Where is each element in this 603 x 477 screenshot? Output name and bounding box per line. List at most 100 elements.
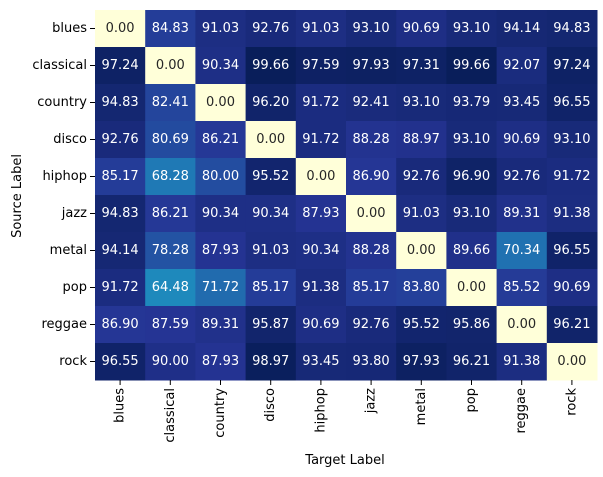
cell-value-label: 0.00 [507, 317, 536, 332]
heatmap-cell [446, 306, 498, 344]
cell-value-label: 90.69 [403, 21, 440, 36]
cell-value-label: 86.90 [352, 169, 389, 184]
heatmap-cell [245, 84, 297, 122]
cell-value-label: 86.21 [202, 132, 239, 147]
y-tick-label: hiphop [42, 169, 87, 184]
heatmap-cell [95, 84, 146, 122]
cell-value-label: 93.45 [302, 354, 339, 369]
cell-value-label: 98.97 [252, 354, 289, 369]
cell-value-label: 95.52 [252, 169, 289, 184]
heatmap-cell [295, 195, 347, 233]
heatmap-cell [195, 158, 247, 196]
heatmap-cell [496, 269, 548, 307]
x-tick-label: pop [464, 388, 479, 412]
cell-value-label: 0.00 [557, 354, 586, 369]
heatmap-cell [446, 269, 498, 307]
cell-value-label: 82.41 [152, 95, 189, 110]
cell-value-label: 80.00 [202, 169, 239, 184]
heatmap-cell [396, 121, 447, 159]
heatmap-cell [245, 343, 297, 381]
heatmap-cell [95, 158, 146, 196]
cell-value-label: 87.93 [302, 206, 339, 221]
cell-value-label: 96.20 [252, 95, 289, 110]
heatmap-cell [245, 195, 297, 233]
heatmap-cell [546, 232, 598, 270]
heatmap-cell [396, 10, 447, 48]
heatmap-cell [195, 121, 247, 159]
heatmap-cell [95, 121, 146, 159]
heatmap-cell [396, 232, 447, 270]
heatmap-cell [145, 121, 196, 159]
cell-value-label: 99.66 [252, 58, 289, 73]
cell-value-label: 90.34 [302, 243, 339, 258]
cell-value-label: 0.00 [106, 21, 135, 36]
heatmap-cell [546, 269, 598, 307]
heatmap-cell [295, 47, 347, 85]
heatmap-cell [496, 232, 548, 270]
cell-value-label: 0.00 [156, 58, 185, 73]
heatmap-cell [245, 121, 297, 159]
cell-value-label: 97.59 [302, 58, 339, 73]
heatmap-cell [295, 269, 347, 307]
heatmap-cell [546, 306, 598, 344]
heatmap-cell [95, 343, 146, 381]
x-tick-label: metal [414, 388, 429, 425]
cell-value-label: 91.38 [302, 280, 339, 295]
heatmap-cell [446, 343, 498, 381]
cell-value-label: 93.10 [453, 206, 490, 221]
cell-value-label: 96.21 [453, 354, 490, 369]
heatmap-cell [346, 195, 397, 233]
cell-value-label: 92.41 [352, 95, 389, 110]
heatmap-cell [346, 121, 397, 159]
cell-value-label: 93.10 [553, 132, 590, 147]
cell-value-label: 91.03 [202, 21, 239, 36]
heatmap-cell [496, 306, 548, 344]
heatmap-cell [145, 195, 196, 233]
heatmap-cell [446, 47, 498, 85]
x-tick-label: country [213, 388, 228, 438]
heatmap-cell [346, 232, 397, 270]
y-tick-label: metal [50, 243, 87, 258]
heatmap-cell [145, 47, 196, 85]
cell-value-label: 86.90 [101, 317, 138, 332]
cell-value-label: 91.38 [503, 354, 540, 369]
heatmap-cell [195, 195, 247, 233]
heatmap-cell [145, 158, 196, 196]
cell-value-label: 92.76 [252, 21, 289, 36]
heatmap-cell [95, 10, 146, 48]
cell-value-label: 91.72 [553, 169, 590, 184]
cell-value-label: 91.72 [302, 132, 339, 147]
heatmap-cell [346, 47, 397, 85]
x-tick-label: jazz [364, 388, 379, 414]
cell-value-label: 87.59 [152, 317, 189, 332]
heatmap-cells: 0.00 84.83 91.03 92.76 91.03 93.10 90.69 93.10 9… [95, 10, 598, 381]
heatmap-cell [195, 232, 247, 270]
heatmap-cell [396, 269, 447, 307]
heatmap-cell [346, 158, 397, 196]
heatmap-cell [346, 306, 397, 344]
cell-value-label: 90.69 [302, 317, 339, 332]
cell-value-label: 93.45 [503, 95, 540, 110]
y-tick-label: country [37, 95, 87, 110]
cell-value-label: 90.00 [152, 354, 189, 369]
heatmap-cell [446, 232, 498, 270]
heatmap-cell [245, 306, 297, 344]
heatmap-cell [546, 10, 598, 48]
y-axis-label: Source Label [10, 154, 25, 238]
cell-value-label: 68.28 [152, 169, 189, 184]
cell-value-label: 94.14 [101, 243, 138, 258]
cell-value-label: 0.00 [256, 132, 285, 147]
heatmap-cell [295, 121, 347, 159]
cell-value-label: 94.83 [101, 206, 138, 221]
cell-value-label: 92.76 [403, 169, 440, 184]
heatmap-cell [346, 10, 397, 48]
cell-value-label: 95.86 [453, 317, 490, 332]
y-tick-label: reggae [41, 317, 87, 332]
cell-value-label: 87.93 [202, 354, 239, 369]
cell-value-label: 86.21 [152, 206, 189, 221]
cell-value-label: 85.17 [352, 280, 389, 295]
heatmap-cell [95, 269, 146, 307]
cell-value-label: 97.24 [101, 58, 138, 73]
x-tick-label: reggae [514, 388, 529, 434]
heatmap-cell [346, 269, 397, 307]
